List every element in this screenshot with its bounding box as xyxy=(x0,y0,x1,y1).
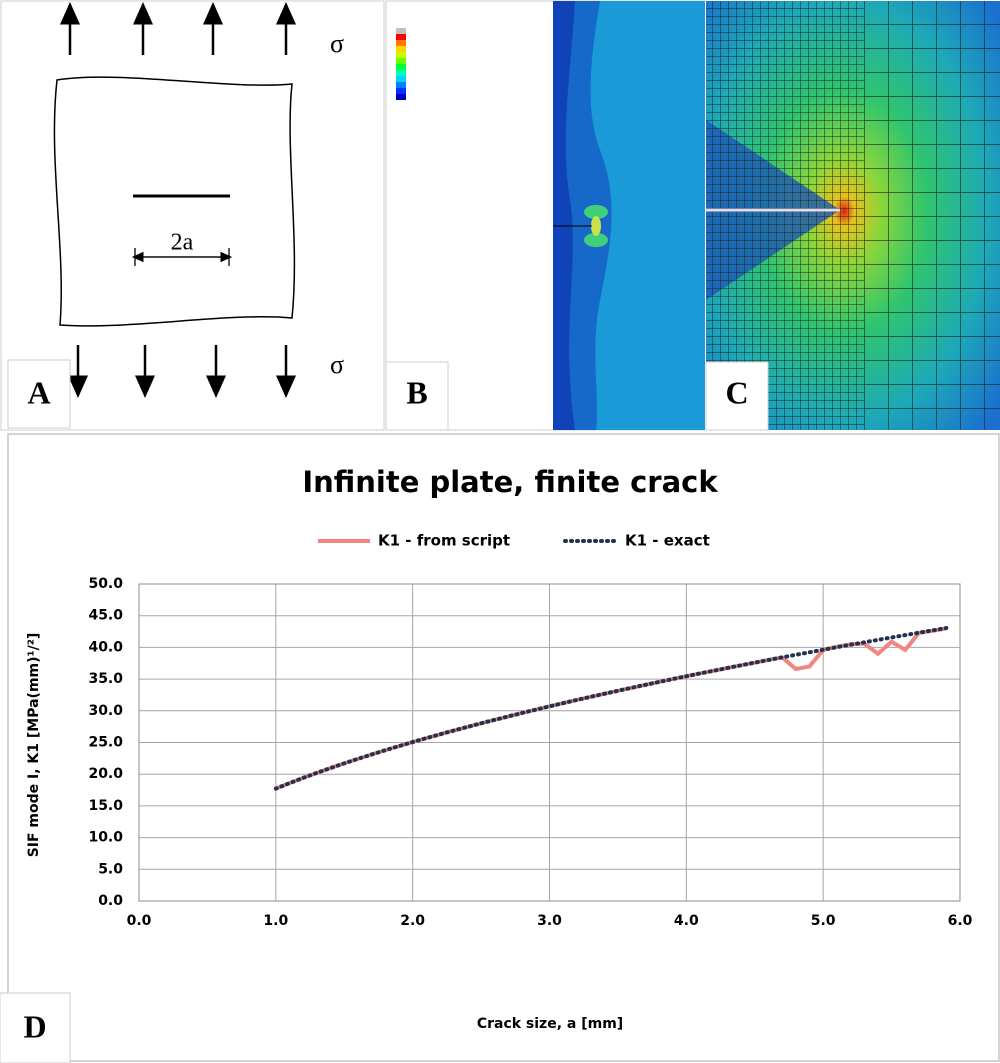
x-tick-label: 6.0 xyxy=(948,913,973,929)
x-axis-label: Crack size, a [mm] xyxy=(477,1016,623,1032)
panel-d: Infinite plate, finite crack Crack size,… xyxy=(0,433,1000,1063)
y-tick-label: 50.0 xyxy=(88,576,123,592)
y-tick-label: 40.0 xyxy=(88,639,123,655)
y-tick-label: 0.0 xyxy=(98,893,123,909)
coarse-mesh xyxy=(864,1,1000,430)
stress-arrows xyxy=(60,2,296,398)
legend-label: K1 - exact xyxy=(625,532,710,550)
dimension xyxy=(131,248,233,266)
y-tick-label: 10.0 xyxy=(88,830,123,846)
legend-entry: K1 - exact xyxy=(563,532,710,550)
y-tick-label: 5.0 xyxy=(98,861,123,877)
plot-area xyxy=(138,583,961,902)
x-tick-label: 3.0 xyxy=(537,913,562,929)
label-box xyxy=(385,361,449,431)
y-tick-label: 25.0 xyxy=(88,735,123,751)
stress-label: σ xyxy=(330,350,344,379)
panel-label: A xyxy=(27,374,50,410)
fine-mesh xyxy=(706,1,864,430)
x-tick-label: 2.0 xyxy=(400,913,425,929)
crack-label: 2a xyxy=(171,230,194,256)
label-box xyxy=(705,361,769,431)
stress-label: σ xyxy=(330,29,344,58)
panel-label: D xyxy=(23,1008,46,1044)
panel-b: B xyxy=(385,0,705,431)
y-tick-label: 30.0 xyxy=(88,703,123,719)
y-tick-label: 35.0 xyxy=(88,671,123,687)
contour-band xyxy=(553,1,575,430)
y-tick-label: 45.0 xyxy=(88,608,123,624)
y-tick-label: 15.0 xyxy=(88,798,123,814)
panel-label: C xyxy=(725,374,748,410)
plate xyxy=(53,76,296,327)
x-tick-label: 1.0 xyxy=(263,913,288,929)
label-box xyxy=(0,992,71,1063)
contour-lobe xyxy=(584,205,608,219)
panel-label: B xyxy=(406,374,427,410)
series-line xyxy=(273,626,949,791)
label-box xyxy=(7,359,71,429)
legend-entry: K1 - from script xyxy=(318,532,510,550)
panel-a: 2a σ σ A xyxy=(0,0,385,431)
legend-label: K1 - from script xyxy=(378,532,510,550)
x-tick-label: 4.0 xyxy=(674,913,699,929)
chart-title: Infinite plate, finite crack xyxy=(302,465,718,499)
panel-frame xyxy=(0,0,385,431)
contour-lobe xyxy=(584,233,608,247)
y-axis-label: SIF mode I, K1 [MPa(mm)¹/²] xyxy=(26,633,42,858)
y-tick-label: 20.0 xyxy=(88,766,123,782)
panel-c: C xyxy=(705,1,1000,431)
x-tick-label: 5.0 xyxy=(811,913,836,929)
contour-legend xyxy=(396,28,406,100)
panel-frame xyxy=(7,433,1000,1062)
contour-lobe xyxy=(591,216,601,236)
x-tick-label: 0.0 xyxy=(127,913,152,929)
